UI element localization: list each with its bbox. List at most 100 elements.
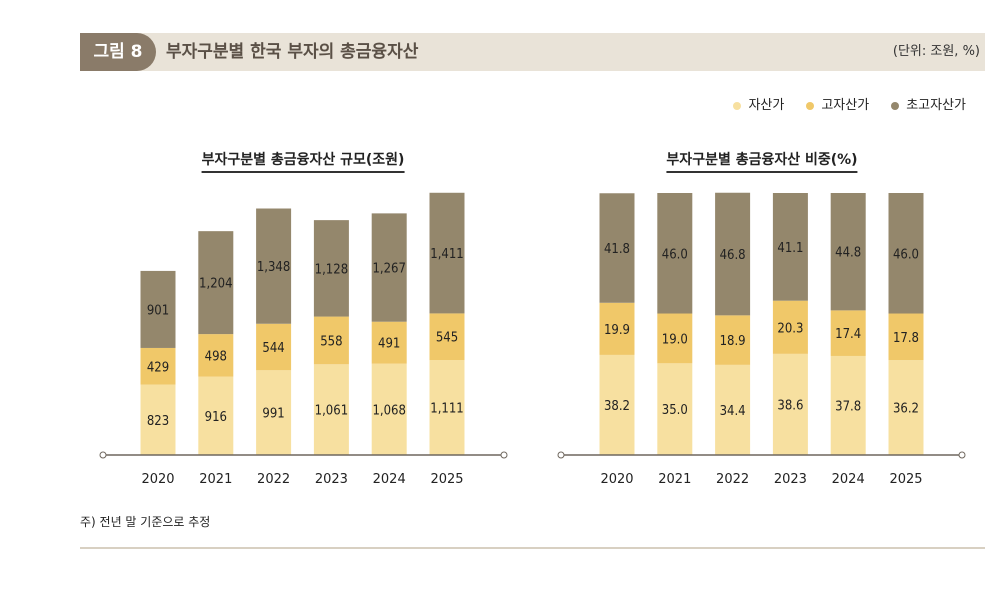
legend-label: 고자산가 bbox=[821, 98, 870, 113]
x-tick-label: 2025 bbox=[430, 472, 463, 487]
bar-segment bbox=[198, 376, 234, 455]
data-label: 558 bbox=[320, 334, 342, 349]
x-tick-label: 2021 bbox=[199, 472, 232, 487]
bar-segment bbox=[888, 313, 924, 361]
bar-segment bbox=[256, 323, 292, 371]
legend-item: 초고자산가 bbox=[891, 94, 966, 113]
bar-segment bbox=[599, 354, 635, 455]
data-label: 1,411 bbox=[430, 247, 463, 262]
data-label: 41.1 bbox=[777, 241, 803, 256]
bar-segment bbox=[313, 364, 349, 455]
bar-segment bbox=[715, 364, 751, 455]
bar-segment bbox=[198, 334, 234, 377]
axis-end-marker bbox=[500, 451, 508, 459]
data-label: 1,267 bbox=[372, 262, 405, 277]
data-label: 19.0 bbox=[662, 332, 688, 347]
data-label: 18.9 bbox=[720, 334, 746, 349]
data-label: 916 bbox=[205, 410, 227, 425]
x-tick-label: 2023 bbox=[774, 472, 807, 487]
figure-title: 부자구분별 한국 부자의 총금융자산 bbox=[166, 42, 419, 62]
bar-segment bbox=[429, 313, 465, 361]
x-tick-label: 2025 bbox=[889, 472, 922, 487]
legend-swatch bbox=[806, 101, 815, 110]
data-label: 34.4 bbox=[720, 404, 746, 419]
bar-segment bbox=[715, 315, 751, 365]
bar-segment bbox=[198, 231, 234, 335]
figure-badge: 그림 8 bbox=[80, 33, 156, 71]
bottom-divider bbox=[80, 547, 985, 549]
header-band bbox=[80, 33, 985, 71]
bar-segment bbox=[657, 193, 693, 314]
bar-segment bbox=[140, 270, 176, 348]
unit-label: (단위: 조원, %) bbox=[892, 44, 980, 59]
x-tick-label: 2021 bbox=[658, 472, 691, 487]
bar-segment bbox=[313, 220, 349, 317]
chart-title-amount: 부자구분별 총금융자산 규모(조원) bbox=[201, 149, 405, 173]
legend-swatch bbox=[891, 101, 900, 110]
bar-segment bbox=[830, 193, 866, 311]
data-label: 1,111 bbox=[430, 402, 463, 417]
bar-segment bbox=[657, 363, 693, 455]
data-label: 20.3 bbox=[777, 321, 803, 336]
x-tick-label: 2024 bbox=[373, 472, 406, 487]
data-label: 46.0 bbox=[662, 247, 688, 262]
data-label: 429 bbox=[147, 360, 169, 375]
data-label: 544 bbox=[262, 341, 284, 356]
legend-label: 자산가 bbox=[748, 98, 785, 113]
bar-segment bbox=[772, 193, 808, 301]
bar-segment bbox=[429, 192, 465, 314]
bar-segment bbox=[256, 370, 292, 455]
chart-title-share: 부자구분별 총금융자산 비중(%) bbox=[666, 149, 858, 173]
data-label: 46.0 bbox=[893, 247, 919, 262]
footnote: 주) 전년 말 기준으로 추정 bbox=[80, 515, 211, 529]
legend-item: 고자산가 bbox=[806, 94, 869, 113]
data-label: 38.6 bbox=[777, 398, 803, 413]
x-tick-label: 2023 bbox=[315, 472, 348, 487]
x-tick-label: 2020 bbox=[141, 472, 174, 487]
data-label: 1,128 bbox=[315, 262, 348, 277]
data-label: 37.8 bbox=[835, 399, 861, 414]
bar-segment bbox=[256, 208, 292, 324]
data-label: 46.8 bbox=[720, 248, 746, 263]
legend-label: 초고자산가 bbox=[906, 98, 966, 113]
bar-segment bbox=[371, 363, 407, 455]
data-label: 491 bbox=[378, 337, 400, 352]
axis-end-marker bbox=[958, 451, 966, 459]
data-label: 19.9 bbox=[604, 323, 630, 338]
data-label: 35.0 bbox=[662, 403, 688, 418]
bar-segment bbox=[830, 310, 866, 356]
axis-end-marker bbox=[557, 451, 565, 459]
legend: 자산가 고자산가 초고자산가 bbox=[733, 94, 966, 113]
bar-segment bbox=[140, 384, 176, 455]
data-label: 36.2 bbox=[893, 402, 919, 417]
bar-segment bbox=[599, 302, 635, 355]
data-label: 901 bbox=[147, 303, 169, 318]
bar-segment bbox=[140, 347, 176, 385]
data-label: 823 bbox=[147, 414, 169, 429]
bar-segment bbox=[371, 213, 407, 322]
data-label: 17.4 bbox=[835, 327, 861, 342]
x-tick-label: 2022 bbox=[716, 472, 749, 487]
data-label: 1,204 bbox=[199, 277, 232, 292]
axis-end-marker bbox=[99, 451, 107, 459]
data-label: 1,348 bbox=[257, 260, 290, 275]
data-label: 44.8 bbox=[835, 246, 861, 261]
bar-segment bbox=[772, 353, 808, 455]
bar-segment bbox=[888, 193, 924, 314]
bar-segment bbox=[657, 313, 693, 364]
x-tick-label: 2020 bbox=[600, 472, 633, 487]
data-label: 41.8 bbox=[604, 242, 630, 257]
bar-segment bbox=[888, 360, 924, 455]
x-tick-label: 2022 bbox=[257, 472, 290, 487]
bar-segment bbox=[371, 321, 407, 364]
bar-segment bbox=[313, 316, 349, 365]
bar-segment bbox=[772, 300, 808, 354]
data-label: 1,068 bbox=[372, 403, 405, 418]
data-label: 991 bbox=[262, 407, 284, 422]
legend-item: 자산가 bbox=[733, 94, 784, 113]
data-label: 1,061 bbox=[315, 404, 348, 419]
bar-segment bbox=[429, 360, 465, 455]
data-label: 498 bbox=[205, 349, 227, 364]
bar-segment bbox=[830, 355, 866, 455]
